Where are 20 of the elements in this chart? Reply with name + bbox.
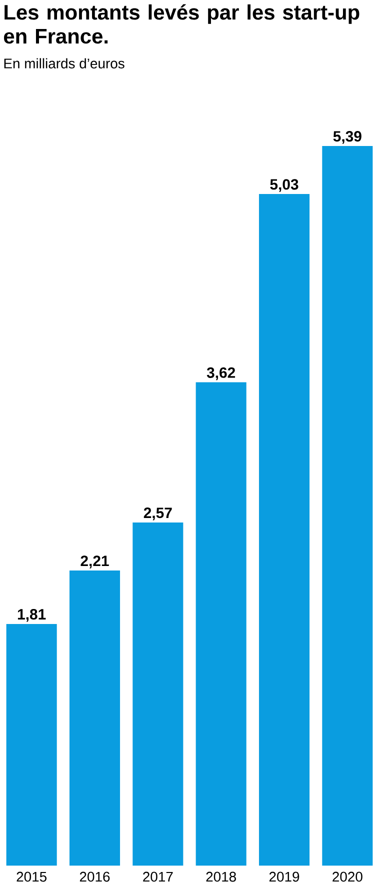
- data-label: 2,21: [80, 556, 109, 568]
- x-tick-label: 2018: [206, 872, 236, 882]
- x-tick-label: 2016: [80, 872, 110, 882]
- x-tick-label: 2017: [143, 872, 173, 882]
- x-tick-label: 2019: [269, 872, 300, 882]
- chart-title: Les montants levés par les start-up en France.: [4, 4, 360, 44]
- data-label: 3,62: [206, 367, 236, 380]
- data-label: 5,03: [270, 179, 298, 192]
- data-label: 1,81: [18, 609, 46, 622]
- bar: [69, 570, 120, 866]
- x-tick-label: 2015: [16, 872, 47, 882]
- bar: [6, 624, 57, 866]
- bar: [322, 146, 373, 866]
- bar: [258, 194, 310, 866]
- data-label: 5,39: [333, 131, 362, 144]
- data-label: 2,57: [144, 508, 172, 520]
- bar: [132, 522, 184, 866]
- chart-subtitle: En milliards d’euros: [4, 58, 124, 68]
- bar: [196, 382, 246, 866]
- x-tick-label: 2020: [332, 872, 362, 882]
